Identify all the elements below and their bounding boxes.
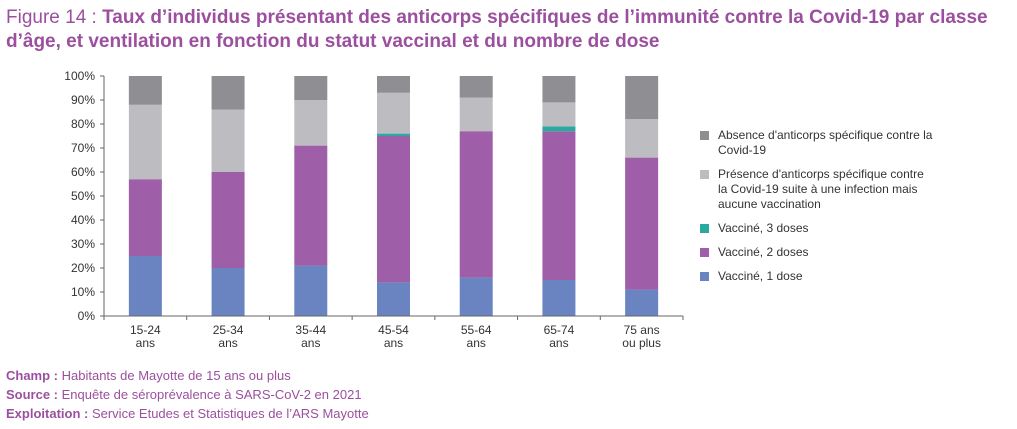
bar-segment-dose3 [542, 126, 576, 132]
bar-segment-dose1 [128, 256, 162, 316]
bar-segment-dose2 [377, 136, 410, 283]
x-tick-label: 65-74 [544, 323, 575, 337]
bar-segment-infection [377, 92, 410, 134]
legend-label-absence: Absence d'anticorps spécifique contre la… [718, 128, 933, 157]
y-tick-label: 30% [71, 237, 95, 251]
bar-segment-absence [625, 76, 659, 120]
legend-swatch-dose3 [700, 224, 709, 233]
bar-segment-dose2 [128, 179, 162, 256]
note-champ-text: Habitants de Mayotte de 15 ans ou plus [58, 368, 291, 383]
bar-segment-dose2 [542, 131, 576, 280]
legend-label-infection: Présence d'anticorps spécifique contre l… [718, 167, 924, 211]
y-tick-label: 10% [71, 285, 95, 299]
legend-label-dose1: Vacciné, 1 dose [718, 269, 803, 283]
legend-item-absence: Absence d'anticorps spécifique contre la… [700, 128, 1000, 158]
x-tick-label: 45-54 [378, 323, 409, 337]
bar-segment-absence [377, 76, 410, 93]
note-exploitation: Exploitation : Service Etudes et Statist… [6, 404, 369, 423]
bar-segment-infection [542, 102, 576, 127]
bar-segment-dose1 [294, 265, 328, 316]
chart-notes: Champ : Habitants de Mayotte de 15 ans o… [6, 366, 369, 423]
legend-item-dose1: Vacciné, 1 dose [700, 269, 1000, 284]
bar-segment-absence [459, 76, 493, 98]
x-tick-label: ans [218, 336, 237, 350]
figure-title: Figure 14 : Taux d’individus présentant … [6, 6, 1011, 54]
x-tick-label: ou plus [622, 336, 661, 350]
legend-label-dose3: Vacciné, 3 doses [718, 221, 809, 235]
legend-item-dose2: Vacciné, 2 doses [700, 245, 1000, 260]
bar-segment-infection [128, 104, 162, 180]
bar-segment-absence [211, 76, 245, 110]
legend-swatch-dose1 [700, 272, 709, 281]
y-tick-label: 40% [71, 213, 95, 227]
note-exploitation-text: Service Etudes et Statistiques de l’ARS … [88, 406, 369, 421]
bar-segment-infection [211, 109, 245, 172]
y-tick-label: 80% [71, 117, 95, 131]
bar-segment-dose2 [211, 172, 245, 268]
note-source-label: Source : [6, 387, 59, 402]
legend-swatch-infection [700, 170, 709, 179]
note-source: Source : Enquête de séroprévalence à SAR… [6, 385, 369, 404]
x-tick-label: 25-34 [213, 323, 244, 337]
bar-segment-infection [294, 100, 328, 146]
bar-segment-infection [459, 97, 493, 132]
y-tick-label: 70% [71, 141, 95, 155]
chart-legend: Absence d'anticorps spécifique contre la… [700, 128, 1000, 293]
legend-swatch-absence [700, 131, 709, 140]
y-tick-label: 60% [71, 165, 95, 179]
bar-segment-dose1 [211, 268, 245, 316]
note-champ-label: Champ : [6, 368, 58, 383]
bar-segment-dose1 [459, 277, 493, 316]
bar-segment-dose2 [459, 131, 493, 278]
legend-swatch-dose2 [700, 248, 709, 257]
x-tick-label: 35-44 [295, 323, 326, 337]
y-tick-label: 0% [78, 309, 96, 323]
x-tick-label: ans [301, 336, 320, 350]
x-tick-label: 55-64 [461, 323, 492, 337]
bar-segment-absence [128, 76, 162, 105]
x-tick-label: ans [467, 336, 486, 350]
x-tick-label: 75 ans [624, 323, 660, 337]
bar-segment-dose1 [542, 280, 576, 316]
legend-item-dose3: Vacciné, 3 doses [700, 221, 1000, 236]
x-tick-label: 15-24 [130, 323, 161, 337]
bar-segment-absence [294, 76, 328, 100]
legend-item-infection: Présence d'anticorps spécifique contre l… [700, 167, 1000, 212]
bar-segment-absence [542, 76, 576, 103]
y-tick-label: 20% [71, 261, 95, 275]
bar-segment-dose1 [377, 282, 410, 316]
legend-label-dose2: Vacciné, 2 doses [718, 245, 809, 259]
x-tick-label: ans [136, 336, 155, 350]
x-tick-label: ans [549, 336, 568, 350]
note-source-text: Enquête de séroprévalence à SARS-CoV-2 e… [58, 387, 362, 402]
figure-label: Figure 14 : [6, 7, 103, 28]
bar-segment-dose2 [294, 145, 328, 266]
bar-segment-dose1 [625, 289, 659, 316]
bar-segment-dose3 [377, 133, 410, 136]
y-tick-label: 50% [71, 189, 95, 203]
y-tick-label: 100% [64, 69, 95, 83]
note-exploitation-label: Exploitation : [6, 406, 89, 421]
bar-segment-infection [625, 119, 659, 158]
y-tick-label: 90% [71, 93, 95, 107]
x-tick-label: ans [384, 336, 403, 350]
bar-segment-dose2 [625, 157, 659, 290]
note-champ: Champ : Habitants de Mayotte de 15 ans o… [6, 366, 369, 385]
figure-heading: Taux d’individus présentant des anticorp… [6, 7, 988, 52]
